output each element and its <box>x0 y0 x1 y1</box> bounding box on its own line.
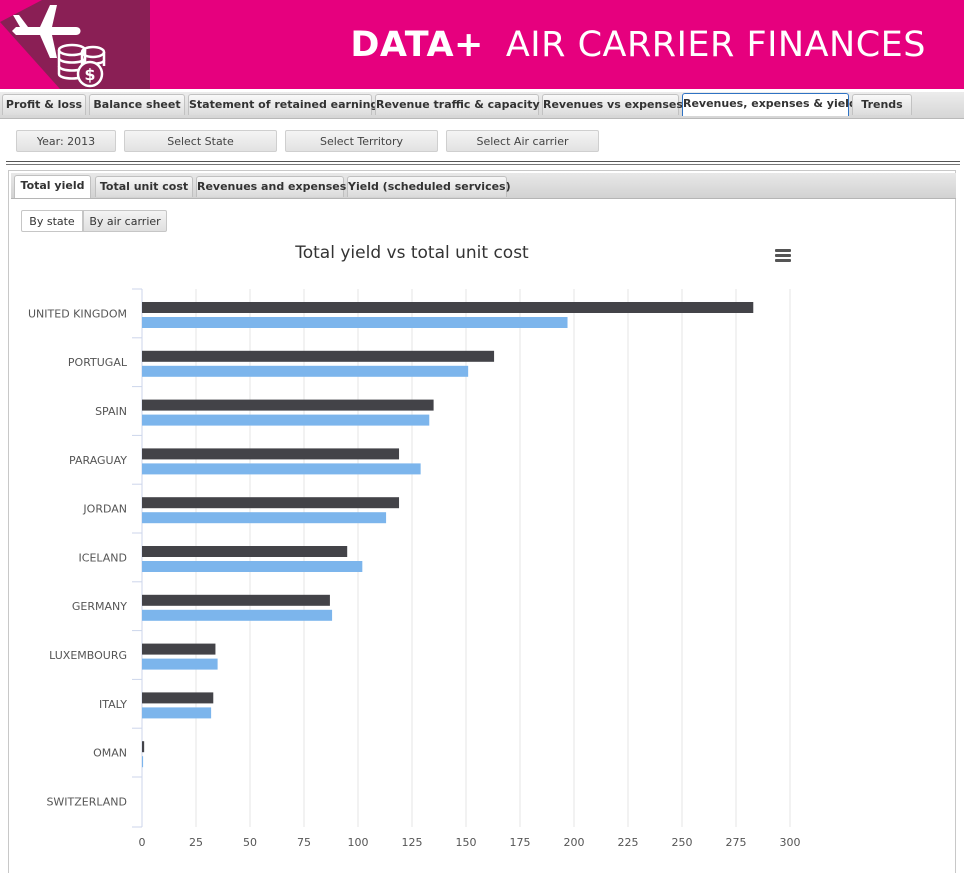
tab-total-yield[interactable]: Total yield <box>14 175 91 198</box>
divider <box>6 161 960 162</box>
brand-bold: DATA+ <box>350 25 484 65</box>
main-tab-bar: Profit & loss Balance sheet Statement of… <box>0 92 964 119</box>
by-state-toggle[interactable]: By state <box>21 210 83 232</box>
tab-revenues-and-expenses[interactable]: Revenues and expenses <box>196 176 346 197</box>
tab-revenues-vs-expenses[interactable]: Revenues vs expenses <box>542 94 683 115</box>
chart-menu-icon[interactable] <box>775 249 791 263</box>
territory-select-button[interactable]: Select Territory <box>285 130 438 152</box>
tab-total-unit-cost[interactable]: Total unit cost <box>95 176 193 197</box>
year-select-button[interactable]: Year: 2013 <box>16 130 116 152</box>
airplane-coins-icon: $ <box>0 0 150 89</box>
by-air-carrier-toggle[interactable]: By air carrier <box>83 210 167 232</box>
tab-balance-sheet[interactable]: Balance sheet <box>89 94 185 115</box>
tab-profit-loss[interactable]: Profit & loss <box>2 94 86 115</box>
chart-panel <box>8 170 956 873</box>
tab-revenue-traffic[interactable]: Revenue traffic & capacity <box>375 94 540 115</box>
tab-yield-scheduled[interactable]: Yield (scheduled services) <box>347 176 511 197</box>
app-title: DATA+ AIR CARRIER FINANCES <box>350 24 926 66</box>
brand-title: AIR CARRIER FINANCES <box>505 25 926 65</box>
divider <box>6 164 960 165</box>
tab-trends[interactable]: Trends <box>852 94 912 115</box>
state-select-button[interactable]: Select State <box>124 130 277 152</box>
app-header: $ DATA+ AIR CARRIER FINANCES <box>0 0 964 89</box>
svg-text:$: $ <box>84 65 95 84</box>
air-carrier-select-button[interactable]: Select Air carrier <box>446 130 599 152</box>
tab-retained-earnings[interactable]: Statement of retained earnings <box>188 94 385 115</box>
tab-revenues-expenses-yield[interactable]: Revenues, expenses & yield <box>682 93 857 116</box>
chart-title: Total yield vs total unit cost <box>295 243 529 263</box>
